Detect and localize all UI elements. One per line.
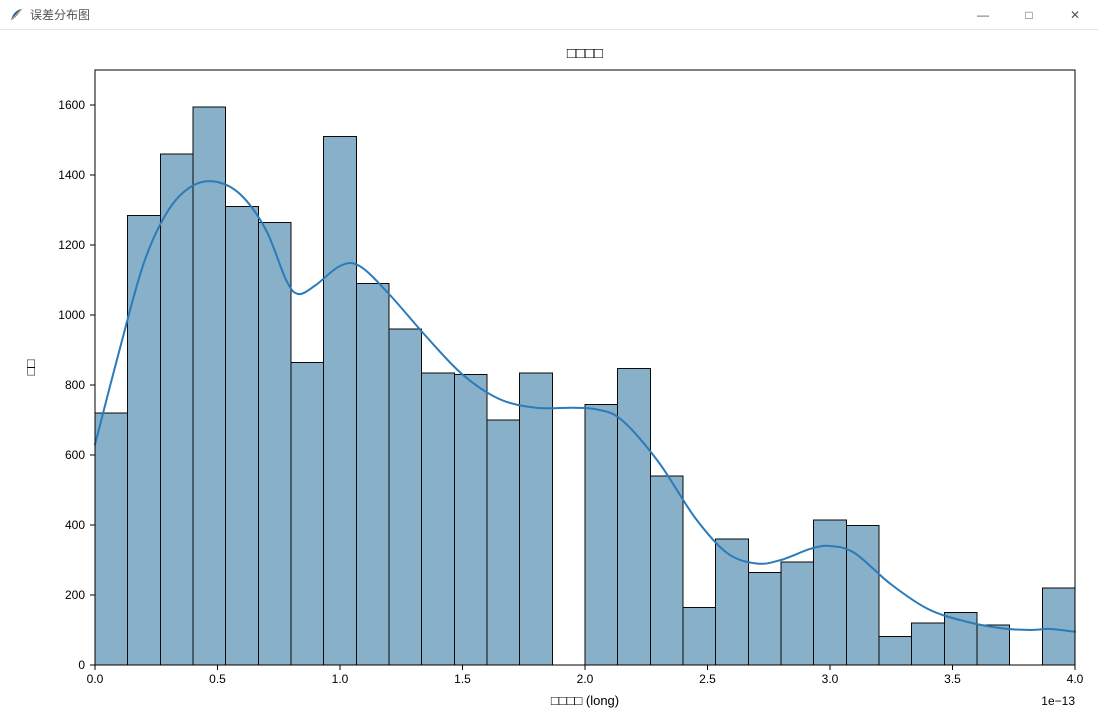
y-tick-label: 800 bbox=[65, 378, 85, 392]
y-tick-label: 0 bbox=[78, 658, 85, 672]
bar bbox=[128, 215, 161, 665]
bar bbox=[814, 520, 847, 665]
x-tick-label: 3.5 bbox=[944, 672, 961, 686]
bar bbox=[520, 373, 553, 665]
bar bbox=[95, 413, 128, 665]
x-tick-label: 1.0 bbox=[332, 672, 349, 686]
y-tick-label: 400 bbox=[65, 518, 85, 532]
bar bbox=[258, 222, 291, 665]
bar bbox=[193, 107, 226, 665]
app-window: 误差分布图 — □ ✕ 0.00.51.01.52.02.53.03.54.00… bbox=[0, 0, 1098, 714]
bar bbox=[618, 369, 651, 665]
x-axis-label: □□□□ (long) bbox=[551, 693, 619, 708]
y-tick-label: 1200 bbox=[58, 238, 85, 252]
bar bbox=[650, 476, 683, 665]
bar bbox=[160, 154, 193, 665]
x-tick-label: 0.5 bbox=[209, 672, 226, 686]
bar bbox=[226, 207, 259, 666]
x-tick-label: 2.5 bbox=[699, 672, 716, 686]
bar bbox=[846, 526, 879, 665]
app-feather-icon bbox=[8, 7, 24, 23]
bar bbox=[389, 329, 422, 665]
chart-title: □□□□ bbox=[567, 45, 603, 62]
bar bbox=[356, 284, 389, 666]
y-tick-label: 1000 bbox=[58, 308, 85, 322]
y-tick-label: 1600 bbox=[58, 98, 85, 112]
bar bbox=[291, 362, 324, 665]
window-controls: — □ ✕ bbox=[960, 0, 1098, 29]
x-tick-label: 4.0 bbox=[1067, 672, 1084, 686]
minimize-button[interactable]: — bbox=[960, 0, 1006, 29]
bar bbox=[487, 420, 520, 665]
x-exponent-label: 1e−13 bbox=[1041, 694, 1075, 708]
bar bbox=[912, 623, 945, 665]
y-tick-label: 1400 bbox=[58, 168, 85, 182]
histogram-chart: 0.0 0.5 1.0 1.5 2.0 2.5 3.0 3.5 4.0 0 200 400 600 800… bbox=[0, 30, 1098, 714]
chart-canvas-container: 0.0 0.5 1.0 1.5 2.0 2.5 3.0 3.5 4.0 0 200 400 600 800… bbox=[0, 30, 1098, 714]
bar bbox=[977, 625, 1010, 665]
bar bbox=[879, 636, 912, 665]
bar bbox=[324, 137, 357, 666]
bar bbox=[422, 373, 455, 665]
x-tick-label: 2.0 bbox=[577, 672, 594, 686]
y-axis-label: □□ bbox=[23, 360, 38, 376]
x-tick-label: 1.5 bbox=[454, 672, 471, 686]
bar bbox=[585, 404, 618, 665]
x-tick-label: 3.0 bbox=[822, 672, 839, 686]
bar bbox=[683, 607, 716, 665]
bar bbox=[748, 572, 781, 665]
bar bbox=[716, 539, 749, 665]
close-button[interactable]: ✕ bbox=[1052, 0, 1098, 29]
bar bbox=[1042, 588, 1075, 665]
bar bbox=[454, 375, 487, 666]
maximize-button[interactable]: □ bbox=[1006, 0, 1052, 29]
y-tick-label: 200 bbox=[65, 588, 85, 602]
window-title: 误差分布图 bbox=[30, 6, 90, 23]
y-tick-label: 600 bbox=[65, 448, 85, 462]
x-tick-label: 0.0 bbox=[87, 672, 104, 686]
titlebar: 误差分布图 — □ ✕ bbox=[0, 0, 1098, 30]
bar bbox=[781, 562, 814, 665]
